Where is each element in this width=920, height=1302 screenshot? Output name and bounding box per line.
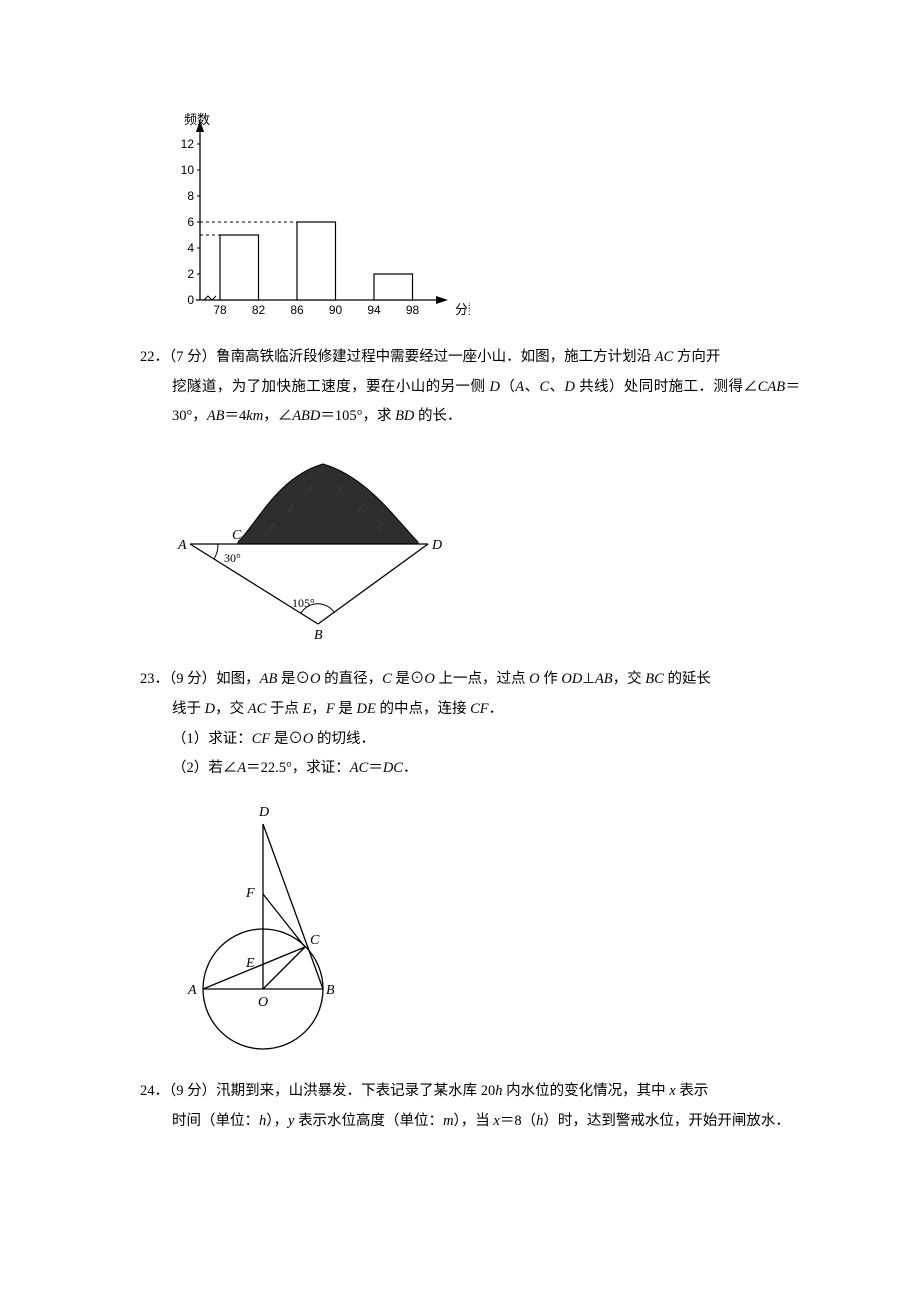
- svg-text:4: 4: [187, 241, 194, 255]
- q23-number: 23: [140, 671, 155, 687]
- svg-text:A: A: [177, 538, 187, 553]
- x-axis-label: 分数: [455, 302, 470, 317]
- q23-figure: A B O C D E F: [168, 794, 800, 1059]
- q24-points: （9 分）: [169, 1083, 216, 1099]
- q23-lead: 如图，AB 是⊙O 的直径，C 是⊙O 上一点，过点 O 作 OD⊥AB，交 B…: [216, 671, 711, 687]
- svg-text:B: B: [326, 983, 335, 998]
- q22-body: 挖隧道，为了加快施工速度，要在小山的另一侧 D（A、C、D 共线）处同时施工．测…: [140, 373, 800, 432]
- svg-text:8: 8: [187, 189, 194, 203]
- question-22: 22．（7 分）鲁南高铁临沂段修建过程中需要经过一座小山．如图，施工方计划沿 A…: [140, 343, 800, 432]
- svg-text:F: F: [245, 886, 255, 901]
- svg-text:B: B: [314, 628, 323, 642]
- question-23: 23．（9 分）如图，AB 是⊙O 的直径，C 是⊙O 上一点，过点 O 作 O…: [140, 665, 800, 784]
- svg-text:82: 82: [252, 303, 266, 317]
- svg-text:E: E: [245, 956, 255, 971]
- q22-text: 鲁南高铁临沂段修建过程中需要经过一座小山．如图，施工方计划沿 AC 方向开: [216, 349, 720, 365]
- q23-part1: （1）求证：CF 是⊙O 的切线．: [140, 725, 800, 755]
- q23-body: 线于 D，交 AC 于点 E，F 是 DE 的中点，连接 CF．: [140, 695, 800, 725]
- svg-text:90: 90: [329, 303, 343, 317]
- y-axis-label: 频数: [184, 112, 210, 127]
- svg-text:10: 10: [181, 163, 195, 177]
- svg-text:A: A: [187, 983, 197, 998]
- svg-text:D: D: [258, 805, 269, 820]
- q24-number: 24: [140, 1083, 155, 1099]
- svg-text:D: D: [431, 538, 442, 553]
- svg-text:0: 0: [187, 293, 194, 307]
- svg-text:6: 6: [187, 215, 194, 229]
- q23-part2: （2）若∠A＝22.5°，求证：AC＝DC．: [140, 754, 800, 784]
- q24-body: 时间（单位：h），y 表示水位高度（单位：m），当 x＝8（h）时，达到警戒水位…: [140, 1107, 800, 1137]
- q23-points: （9 分）: [169, 671, 216, 687]
- question-24: 24．（9 分）汛期到来，山洪暴发．下表记录了某水库 20h 内水位的变化情况，…: [140, 1077, 800, 1136]
- q22-figure: 30° 105° A C D B: [168, 442, 800, 647]
- svg-text:86: 86: [290, 303, 304, 317]
- q24-text: 汛期到来，山洪暴发．下表记录了某水库 20h 内水位的变化情况，其中 x 表示: [216, 1083, 708, 1099]
- svg-text:O: O: [258, 995, 268, 1010]
- svg-text:C: C: [232, 528, 242, 543]
- svg-text:94: 94: [367, 303, 381, 317]
- q22-points: （7 分）: [169, 349, 216, 365]
- svg-text:30°: 30°: [224, 551, 241, 565]
- histogram-chart: 频数 0 2 4 6 8 10 12: [160, 110, 800, 325]
- svg-text:C: C: [310, 933, 320, 948]
- svg-text:12: 12: [181, 137, 195, 151]
- svg-text:98: 98: [406, 303, 420, 317]
- svg-text:2: 2: [187, 267, 194, 281]
- svg-text:78: 78: [213, 303, 227, 317]
- q22-number: 22: [140, 349, 155, 365]
- svg-text:105°: 105°: [292, 596, 315, 610]
